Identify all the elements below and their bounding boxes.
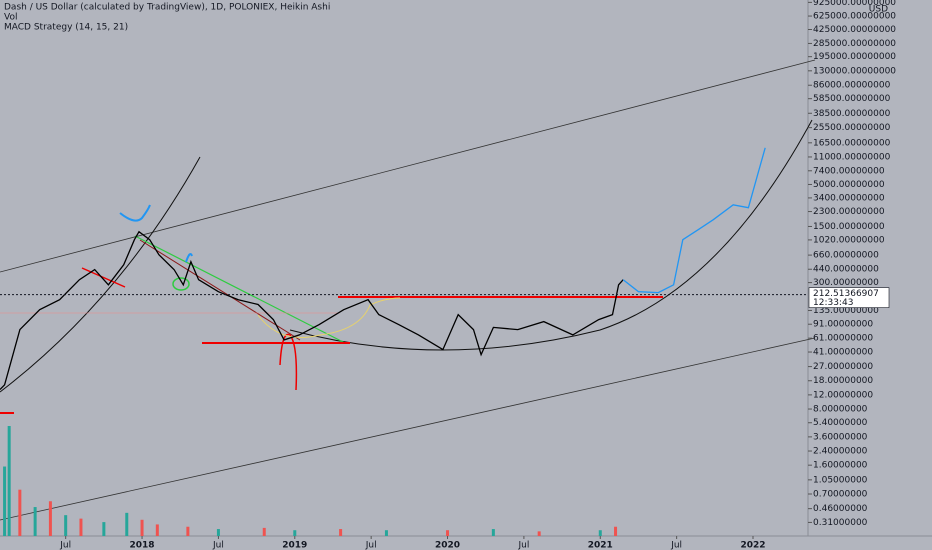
y-tick-label: 2300.00000000 xyxy=(813,207,885,217)
y-tick-label: 425000.00000000 xyxy=(813,25,896,35)
volume-bar xyxy=(216,529,220,536)
volume-bar xyxy=(186,526,190,536)
y-tick-label: 625000.00000000 xyxy=(813,12,896,22)
y-tick-label: 285000.00000000 xyxy=(813,39,896,49)
volume-bar xyxy=(7,426,11,536)
y-tick-label: 660.00000000 xyxy=(813,251,879,261)
volume-bar xyxy=(79,518,83,536)
y-tick-label: 86000.00000000 xyxy=(813,81,891,91)
parabola xyxy=(0,156,201,393)
volume-bar xyxy=(33,507,37,536)
y-tick-label: 41.00000000 xyxy=(813,348,873,358)
volume-bar xyxy=(262,527,266,536)
blue-mark xyxy=(185,253,193,263)
indicator-label: Vol xyxy=(4,13,17,23)
price-line xyxy=(0,230,624,390)
y-tick-label: 38500.00000000 xyxy=(813,109,891,119)
axis-unit: USD xyxy=(869,5,888,15)
y-tick-label: 2.40000000 xyxy=(813,447,868,457)
y-tick-label: 135.00000000 xyxy=(813,306,879,316)
red-line xyxy=(81,267,126,288)
y-tick-label: 0.31000000 xyxy=(813,518,868,528)
y-tick-label: 91.00000000 xyxy=(813,320,873,330)
volume-bar xyxy=(102,522,106,536)
last-price-label: 212.51366907 xyxy=(813,289,879,299)
y-tick-label: 58500.00000000 xyxy=(813,94,891,104)
y-tick-label: 0.70000000 xyxy=(813,490,868,500)
volume-bar xyxy=(491,529,495,536)
x-tick-label: Jul xyxy=(212,541,224,550)
volume-bar xyxy=(3,466,7,536)
trend-line xyxy=(134,235,346,344)
volume-bar xyxy=(48,501,52,536)
yellow-curve xyxy=(257,297,401,338)
volume-bar xyxy=(155,524,159,536)
indicator-label: MACD Strategy (14, 15, 21) xyxy=(4,23,128,33)
x-tick-label: Jul xyxy=(670,541,682,550)
y-tick-label: 25500.00000000 xyxy=(813,123,891,133)
volume-bar xyxy=(614,526,618,536)
y-tick-label: 300.00000000 xyxy=(813,278,879,288)
chart-title: Dash / US Dollar (calculated by TradingV… xyxy=(4,3,330,13)
volume-bar xyxy=(384,530,388,536)
y-tick-label: 1020.00000000 xyxy=(813,235,885,245)
x-tick-label: Jul xyxy=(59,541,71,550)
blue-mark xyxy=(119,204,151,222)
x-tick-label: 2022 xyxy=(740,541,765,550)
y-tick-label: 1.05000000 xyxy=(813,475,868,485)
x-tick-label: Jul xyxy=(365,541,377,550)
y-tick-label: 3.60000000 xyxy=(813,432,868,442)
volume-bar xyxy=(446,530,450,536)
x-tick-label: 2018 xyxy=(130,541,155,550)
y-tick-label: 11000.00000000 xyxy=(813,152,891,162)
volume-bar xyxy=(598,530,602,536)
circle xyxy=(172,277,190,291)
y-tick-label: 925000.00000000 xyxy=(813,0,896,8)
countdown-label: 12:33:43 xyxy=(813,298,853,308)
trend-line xyxy=(139,239,301,341)
y-tick-label: 16500.00000000 xyxy=(813,138,891,148)
y-tick-label: 18.00000000 xyxy=(813,376,873,386)
price-line xyxy=(622,147,766,294)
volume-bar xyxy=(293,530,297,536)
channel-line xyxy=(0,337,816,521)
volume-bar xyxy=(18,489,22,536)
red-mark xyxy=(279,333,298,391)
y-tick-label: 61.00000000 xyxy=(813,334,873,344)
y-tick-label: 1.60000000 xyxy=(813,461,868,471)
y-tick-label: 195000.00000000 xyxy=(813,52,896,62)
last-price-box xyxy=(808,287,890,308)
x-tick-label: 2021 xyxy=(588,541,613,550)
volume-bar xyxy=(64,515,68,536)
volume-bar xyxy=(125,512,129,536)
volume-bar xyxy=(140,519,144,536)
x-tick-label: Jul xyxy=(517,541,529,550)
x-tick-label: 2019 xyxy=(282,541,307,550)
volume-bar xyxy=(339,529,343,536)
y-tick-label: 1500.00000000 xyxy=(813,222,885,232)
y-tick-label: 5.40000000 xyxy=(813,418,868,428)
curve xyxy=(289,119,813,351)
y-tick-label: 130000.00000000 xyxy=(813,66,896,76)
y-tick-label: 7400.00000000 xyxy=(813,166,885,176)
y-tick-label: 0.46000000 xyxy=(813,504,868,514)
y-tick-label: 3400.00000000 xyxy=(813,193,885,203)
y-tick-label: 12.00000000 xyxy=(813,390,873,400)
y-tick-label: 27.00000000 xyxy=(813,362,873,372)
volume-bar xyxy=(537,531,541,536)
y-tick-label: 5000.00000000 xyxy=(813,180,885,190)
x-tick-label: 2020 xyxy=(435,541,460,550)
y-tick-label: 440.00000000 xyxy=(813,265,879,275)
y-tick-label: 8.00000000 xyxy=(813,405,868,415)
